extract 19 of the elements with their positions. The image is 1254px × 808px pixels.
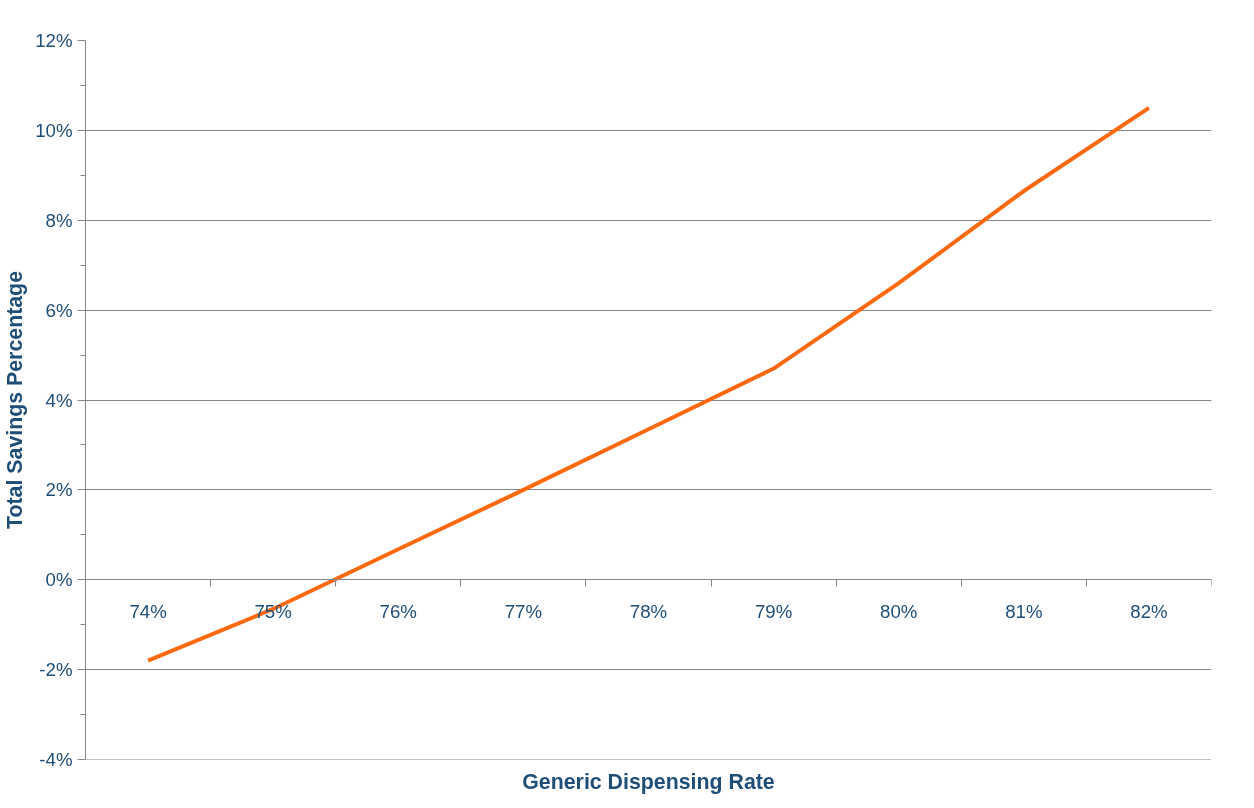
x-tick-label: 77% [504, 600, 543, 622]
y-tick-label: 4% [45, 389, 73, 411]
x-tick-label: 80% [880, 600, 918, 622]
x-tick-label: 76% [379, 600, 417, 622]
y-tick-label: 2% [45, 479, 73, 501]
y-tick-label: 0% [45, 569, 73, 591]
y-tick-label: 8% [45, 209, 73, 231]
x-tick-label: 81% [1005, 600, 1043, 622]
y-tick-label: -4% [39, 749, 73, 770]
y-tick-label: 12% [35, 30, 73, 51]
x-tick-label: 79% [754, 600, 793, 622]
y-axis-title: Total Savings Percentage [3, 270, 28, 529]
x-tick-label: 74% [129, 600, 167, 622]
x-axis-title: Generic Dispensing Rate [522, 769, 775, 794]
x-tick-label: 78% [629, 600, 668, 622]
y-tick-label: 10% [35, 119, 73, 141]
y-tick-label: -2% [39, 659, 73, 681]
y-tick-label: 6% [45, 299, 73, 321]
x-tick-label: 82% [1130, 600, 1168, 622]
